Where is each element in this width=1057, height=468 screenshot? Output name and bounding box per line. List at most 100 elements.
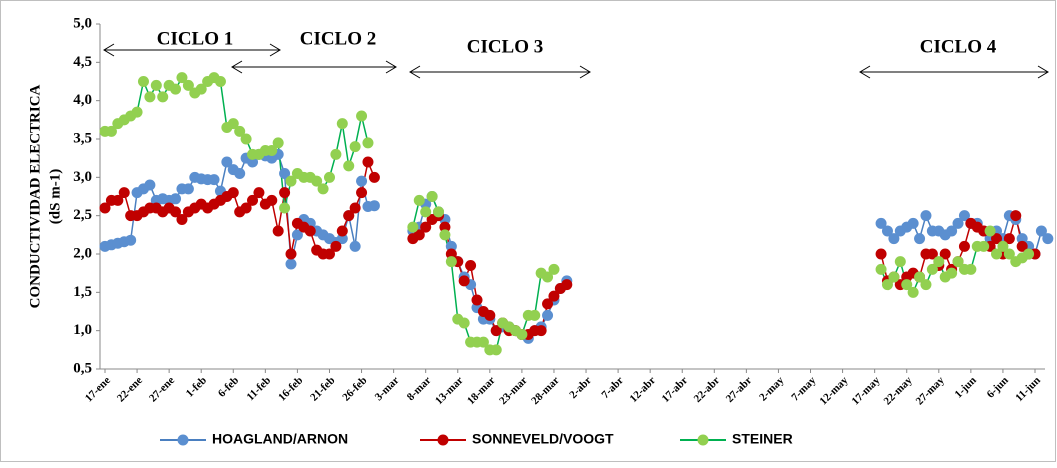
data-point xyxy=(170,83,182,95)
legend-label: SONNEVELD/VOOGT xyxy=(472,431,614,447)
data-point xyxy=(323,248,335,260)
y-axis-label: CONDUCTIVIDAD ELECTRICA xyxy=(27,84,43,308)
data-point xyxy=(433,206,445,218)
data-point xyxy=(907,286,919,298)
data-point xyxy=(984,225,996,237)
data-point xyxy=(349,202,361,214)
data-point xyxy=(317,183,329,195)
data-point xyxy=(343,210,355,222)
data-point xyxy=(946,225,958,237)
data-point xyxy=(445,248,457,260)
data-point xyxy=(426,191,438,202)
data-point xyxy=(1003,248,1015,260)
data-point xyxy=(330,240,342,252)
data-point xyxy=(542,309,554,321)
data-point xyxy=(875,248,887,260)
annotation: CICLO 3 xyxy=(467,36,544,57)
legend-marker xyxy=(437,434,449,446)
data-point xyxy=(349,240,361,252)
data-point xyxy=(516,329,528,340)
data-point xyxy=(991,233,1003,245)
y-tick-label: 3,0 xyxy=(73,169,92,185)
data-point xyxy=(240,202,252,214)
data-point xyxy=(195,83,207,95)
data-point xyxy=(978,240,990,252)
data-point xyxy=(208,174,220,186)
data-point xyxy=(182,183,194,195)
data-point xyxy=(362,156,374,168)
data-point xyxy=(1042,233,1054,245)
data-point xyxy=(471,294,483,306)
data-point xyxy=(997,240,1009,252)
data-point xyxy=(285,175,297,187)
data-point xyxy=(548,263,560,275)
data-point xyxy=(336,225,348,237)
data-point xyxy=(420,206,432,218)
data-point xyxy=(920,279,932,291)
data-point xyxy=(529,309,541,321)
data-point xyxy=(356,187,368,199)
data-point xyxy=(542,271,554,283)
data-point xyxy=(279,187,291,199)
data-point xyxy=(356,175,368,187)
data-point xyxy=(368,171,380,183)
data-point xyxy=(952,256,964,268)
data-point xyxy=(407,221,419,233)
data-point xyxy=(939,248,951,260)
data-point xyxy=(958,240,970,252)
data-point xyxy=(1003,233,1015,245)
data-point xyxy=(279,202,291,214)
data-point xyxy=(234,168,246,179)
data-point xyxy=(266,145,278,156)
data-point xyxy=(221,156,233,168)
data-point xyxy=(914,233,926,245)
data-point xyxy=(131,106,143,118)
data-point xyxy=(458,317,470,329)
data-point xyxy=(144,179,156,191)
data-point xyxy=(907,217,919,229)
data-point xyxy=(362,137,374,149)
data-point xyxy=(272,225,284,237)
data-point xyxy=(561,279,573,291)
data-point xyxy=(914,271,926,283)
data-point xyxy=(285,258,297,270)
data-point xyxy=(439,221,451,233)
data-point xyxy=(458,275,470,287)
data-point xyxy=(1016,233,1028,245)
annotation: CICLO 4 xyxy=(920,36,997,57)
data-point xyxy=(888,271,900,283)
data-point xyxy=(548,290,560,302)
data-point xyxy=(490,325,502,337)
data-point xyxy=(881,225,893,237)
y-axis-label: (dS m-1) xyxy=(47,169,63,224)
data-point xyxy=(946,267,958,279)
data-point xyxy=(933,256,945,268)
data-point xyxy=(343,160,355,172)
y-tick-label: 1,5 xyxy=(73,284,92,300)
data-point xyxy=(311,175,323,187)
data-point xyxy=(445,240,457,252)
data-point xyxy=(894,256,906,268)
data-point xyxy=(413,194,425,206)
data-point xyxy=(465,260,477,271)
y-tick-label: 2,5 xyxy=(73,207,92,223)
legend-label: HOAGLAND/ARNON xyxy=(212,431,348,447)
data-point xyxy=(330,148,342,160)
data-point xyxy=(413,229,425,241)
data-point xyxy=(1016,240,1028,252)
data-point xyxy=(118,187,130,199)
data-point xyxy=(991,248,1003,260)
annotation-arrows xyxy=(103,43,1049,79)
data-point xyxy=(926,248,938,260)
data-point xyxy=(958,210,970,222)
data-point xyxy=(349,141,361,153)
data-point xyxy=(291,229,303,241)
data-point xyxy=(881,279,893,291)
data-point xyxy=(445,256,457,268)
data-point xyxy=(535,325,547,337)
data-point xyxy=(420,221,432,233)
data-point xyxy=(176,72,188,84)
data-point xyxy=(336,233,348,245)
data-point xyxy=(253,187,265,199)
